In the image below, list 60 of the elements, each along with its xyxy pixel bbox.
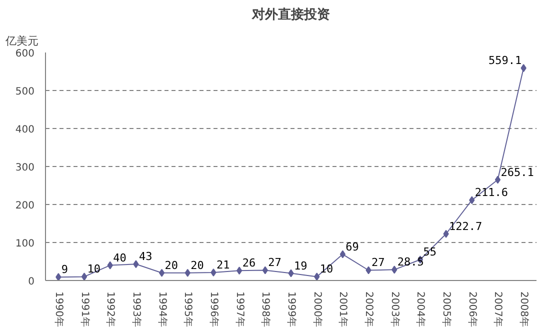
- data-label: 19: [294, 259, 308, 272]
- point: [107, 261, 113, 270]
- data-label: 43: [138, 250, 152, 264]
- x-tick-label: 1999年: [286, 292, 298, 327]
- data-label: 27: [268, 256, 282, 270]
- x-tick-label: 2000年: [311, 292, 324, 327]
- data-label: 27: [372, 256, 385, 270]
- y-tick-label: 100: [15, 238, 35, 250]
- point: [366, 266, 372, 274]
- data-label: 9: [61, 263, 68, 276]
- point: [494, 176, 501, 184]
- x-tick-label: 1990年: [52, 292, 65, 327]
- data-label: 20: [164, 258, 178, 272]
- x-tick-label: 1992年: [104, 292, 117, 327]
- point: [314, 272, 320, 280]
- x-tick-label: 2006年: [466, 292, 478, 327]
- point: [288, 269, 294, 278]
- data-label: 265.1: [500, 166, 534, 179]
- y-tick-label: 200: [15, 200, 35, 212]
- x-tick-label: 2004年: [414, 292, 427, 327]
- x-tick-label: 2003年: [388, 292, 401, 327]
- y-tick-label: 500: [15, 86, 35, 98]
- point: [262, 266, 268, 274]
- point: [469, 196, 475, 204]
- data-label: 20: [190, 258, 204, 272]
- x-tick-label: 2002年: [363, 292, 376, 327]
- point: [184, 268, 190, 277]
- y-tick-label: 600: [15, 48, 35, 60]
- x-tick-label: 1998年: [260, 292, 272, 327]
- x-tick-label: 2007年: [492, 292, 504, 327]
- x-tick-label: 2001年: [337, 292, 350, 327]
- data-label: 40: [113, 251, 126, 264]
- point: [56, 273, 62, 280]
- y-tick-label: 0: [28, 276, 35, 288]
- x-tick-label: 1997年: [234, 292, 246, 327]
- point: [133, 260, 139, 268]
- data-label: 10: [87, 262, 101, 276]
- point: [520, 64, 526, 72]
- point: [443, 230, 449, 238]
- chart-title: 对外直接投资: [251, 6, 330, 22]
- point: [81, 272, 88, 280]
- data-label: 559.1: [488, 54, 522, 68]
- point: [158, 268, 165, 277]
- y-axis-title: 亿美元: [4, 34, 38, 48]
- point: [236, 266, 242, 275]
- point: [392, 266, 398, 274]
- x-tick-label: 1994年: [156, 292, 168, 327]
- x-tick-label: 2005年: [440, 292, 453, 327]
- x-tick-label: 1991年: [78, 292, 91, 327]
- x-tick-label: 1996年: [208, 292, 220, 327]
- data-label: 69: [346, 240, 359, 254]
- data-label: 21: [216, 258, 230, 272]
- data-label: 26: [242, 256, 256, 270]
- point: [210, 268, 216, 277]
- y-tick-label: 400: [15, 124, 35, 136]
- point: [340, 250, 346, 258]
- y-tick-label: 300: [15, 162, 35, 174]
- x-tick-label: 1995年: [182, 292, 194, 327]
- x-tick-label: 1993年: [130, 292, 142, 327]
- x-tick-label: 2008年: [518, 292, 530, 327]
